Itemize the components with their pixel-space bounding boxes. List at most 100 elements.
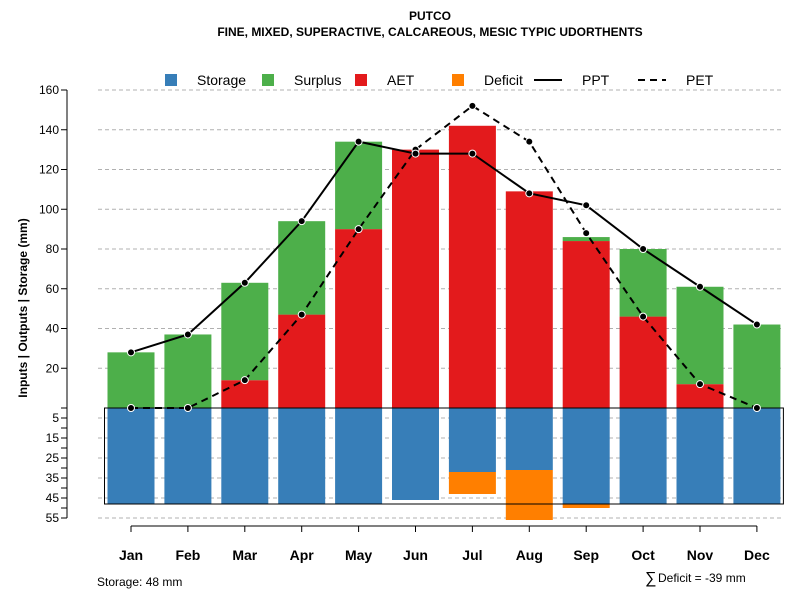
storage-bar xyxy=(107,408,155,504)
surplus-bar xyxy=(676,286,724,385)
aet-bar xyxy=(448,125,496,409)
x-tick-label: Feb xyxy=(175,547,200,563)
x-axis: Jan Feb Mar Apr May Jun Jul Aug Sep Oct Nov Dec xyxy=(119,525,770,563)
pet-point xyxy=(696,380,704,389)
storage-bar xyxy=(676,408,724,504)
deficit-bar xyxy=(562,504,610,508)
y-tick-label: 20 xyxy=(46,361,60,375)
y-tick-label: 55 xyxy=(46,511,60,525)
x-tick-label: Apr xyxy=(290,547,315,563)
sigma-icon: ∑ xyxy=(645,570,656,587)
storage-bar xyxy=(505,408,553,470)
storage-bar xyxy=(221,408,269,504)
aet-bar xyxy=(619,316,667,408)
y-tick-label: 80 xyxy=(46,242,60,256)
grid xyxy=(98,89,782,519)
y-tick-label: 40 xyxy=(46,322,60,336)
ppt-point xyxy=(354,137,363,146)
y-tick-label: 5 xyxy=(52,411,59,425)
x-tick-label: Jun xyxy=(403,547,428,563)
surplus-bar xyxy=(278,221,326,315)
x-tick-label: Mar xyxy=(232,547,257,563)
pet-point xyxy=(582,229,591,238)
y-tick-label: 45 xyxy=(46,491,60,505)
x-tick-label: Nov xyxy=(687,547,714,563)
legend-label: AET xyxy=(387,72,415,88)
aet-bar xyxy=(562,241,610,408)
storage-bar xyxy=(164,408,212,504)
surplus-bar xyxy=(733,324,781,408)
legend-label: Deficit xyxy=(484,72,523,88)
x-tick-label: Jan xyxy=(119,547,143,563)
ppt-point xyxy=(639,245,648,253)
storage-bar xyxy=(448,408,496,472)
legend-label: Storage xyxy=(197,72,246,88)
storage-bar xyxy=(619,408,667,504)
bars xyxy=(104,125,784,520)
x-tick-label: Dec xyxy=(744,547,770,563)
surplus-bar xyxy=(221,282,269,381)
ppt-point xyxy=(752,320,761,329)
pet-line xyxy=(131,104,758,409)
aet-bar xyxy=(505,191,553,408)
ppt-point xyxy=(468,149,477,158)
surplus-bar xyxy=(335,141,383,230)
storage-bar xyxy=(733,408,781,504)
ppt-point xyxy=(582,201,591,210)
ppt-point xyxy=(183,330,192,339)
ppt-point xyxy=(696,282,704,291)
ppt-point xyxy=(240,278,249,287)
y-tick-label: 120 xyxy=(39,163,59,177)
pet-point xyxy=(240,376,249,385)
aet-bar xyxy=(392,149,439,408)
y-tick-label: 25 xyxy=(46,451,60,465)
chart-title: PUTCO xyxy=(409,9,451,23)
aet-bar xyxy=(335,229,383,408)
y-axis: 20 40 60 80 100 120 140 160 5 15 25 35 45 55 xyxy=(39,83,68,525)
aet-bar xyxy=(278,314,326,408)
x-tick-label: May xyxy=(345,547,372,563)
x-tick-label: Jul xyxy=(462,547,482,563)
legend: Storage Surplus AET Deficit PPT PET xyxy=(165,72,714,88)
y-tick-label: 15 xyxy=(46,431,60,445)
pet-point xyxy=(525,137,534,146)
storage-bar xyxy=(278,408,326,504)
ppt-point xyxy=(127,348,135,357)
pet-point xyxy=(127,404,135,412)
storage-bar xyxy=(335,408,383,504)
y-tick-label: 60 xyxy=(46,282,60,296)
legend-label: PPT xyxy=(582,72,610,88)
pet-point xyxy=(183,404,192,412)
surplus-bar xyxy=(164,334,212,408)
deficit-bar xyxy=(448,472,496,494)
y-tick-label: 35 xyxy=(46,471,60,485)
storage-bar xyxy=(562,408,610,504)
pet-point xyxy=(752,404,761,412)
legend-swatch xyxy=(355,74,367,86)
ppt-line xyxy=(130,140,758,354)
storage-summary: Storage: 48 mm xyxy=(97,575,182,589)
ppt-point xyxy=(411,149,420,158)
y-axis-label: Inputs | Outputs | Storage (mm) xyxy=(16,218,30,397)
x-tick-label: Oct xyxy=(631,547,655,563)
lines xyxy=(127,101,761,412)
y-tick-label: 160 xyxy=(39,83,59,97)
pet-point xyxy=(639,312,648,321)
pet-point xyxy=(468,101,477,110)
ppt-point xyxy=(525,189,534,198)
legend-label: Surplus xyxy=(294,72,341,88)
surplus-bar xyxy=(107,352,155,408)
pet-point xyxy=(297,310,306,319)
legend-label: PET xyxy=(686,72,714,88)
legend-swatch xyxy=(452,74,464,86)
pet-point xyxy=(354,225,363,234)
x-tick-label: Aug xyxy=(516,547,543,563)
y-tick-label: 100 xyxy=(39,202,59,216)
aet-bar xyxy=(221,380,269,408)
deficit-summary: Deficit = -39 mm xyxy=(658,571,746,585)
storage-capacity-box xyxy=(104,407,784,505)
chart-subtitle: FINE, MIXED, SUPERACTIVE, CALCAREOUS, ME… xyxy=(217,25,642,39)
deficit-bar xyxy=(505,470,553,520)
x-tick-label: Sep xyxy=(573,547,599,563)
